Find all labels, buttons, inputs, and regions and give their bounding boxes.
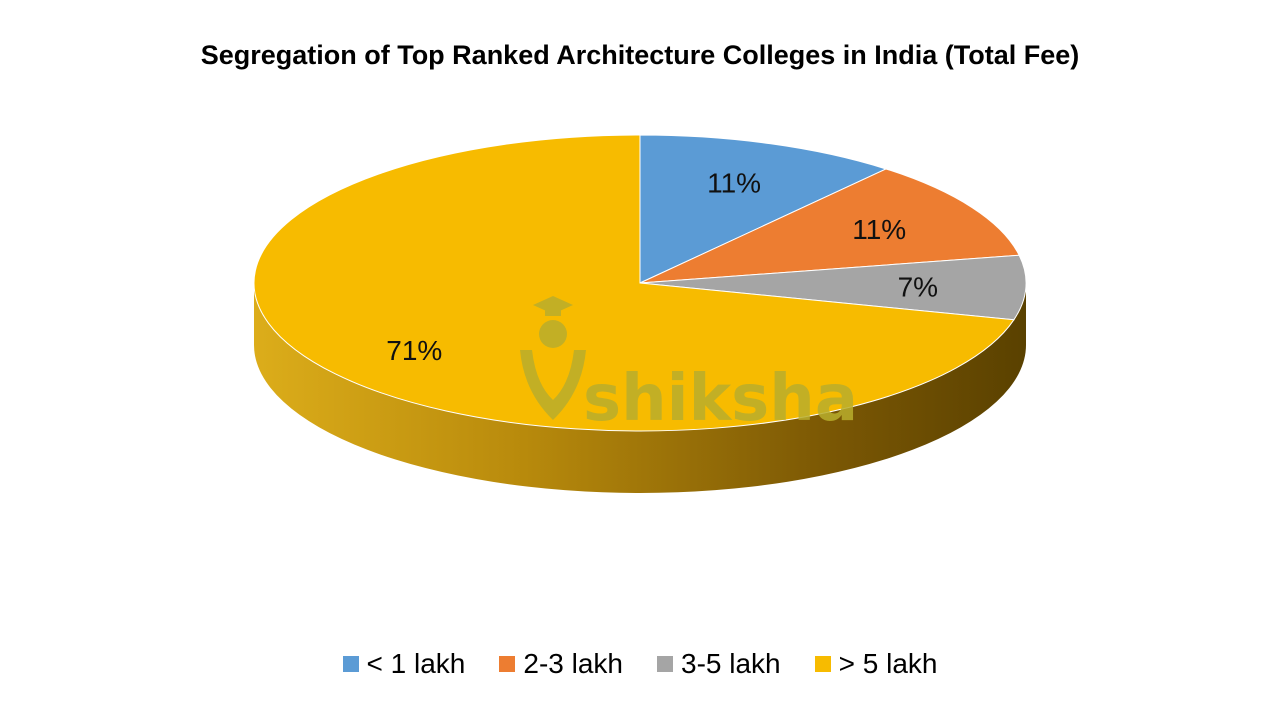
legend-item-3: 3-5 lakh [657, 648, 781, 680]
chart-title: Segregation of Top Ranked Architecture C… [200, 40, 1080, 70]
legend-swatch [657, 656, 673, 672]
legend-swatch [814, 656, 831, 672]
data-label-3: 7% [898, 271, 938, 302]
pie-slice-1 [639, 134, 888, 284]
legend-label: < 1 lakh [366, 648, 466, 679]
pie-slices [253, 134, 1027, 432]
legend-item-1: < 1 lakh [342, 648, 466, 680]
legend-item-4: > 5 lakh [814, 648, 938, 680]
chart-legend: < 1 lakh 2-3 lakh 3-5 lakh > 5 lakh [0, 648, 1280, 680]
graduation-cap-icon [520, 296, 586, 420]
legend-label: 2-3 lakh [523, 648, 623, 679]
pie-slice-2 [639, 168, 1020, 284]
legend-swatch [342, 656, 359, 672]
pie-data-labels: 11% 11% 7% 71% [386, 168, 938, 366]
legend-label: 3-5 lakh [681, 648, 781, 679]
legend-label: > 5 lakh [838, 648, 938, 679]
legend-swatch [499, 656, 516, 672]
legend-item-2: 2-3 lakh [499, 648, 623, 680]
pie-side [254, 283, 1026, 493]
pie-slice-4 [253, 134, 1015, 432]
watermark-text: shiksha [583, 362, 858, 436]
data-label-1: 11% [707, 168, 761, 199]
pie-side-wall [254, 283, 1026, 493]
data-label-4: 71% [386, 335, 442, 366]
pie-slice-3 [639, 254, 1027, 321]
data-label-2: 11% [852, 214, 906, 245]
watermark: shiksha [520, 296, 858, 436]
